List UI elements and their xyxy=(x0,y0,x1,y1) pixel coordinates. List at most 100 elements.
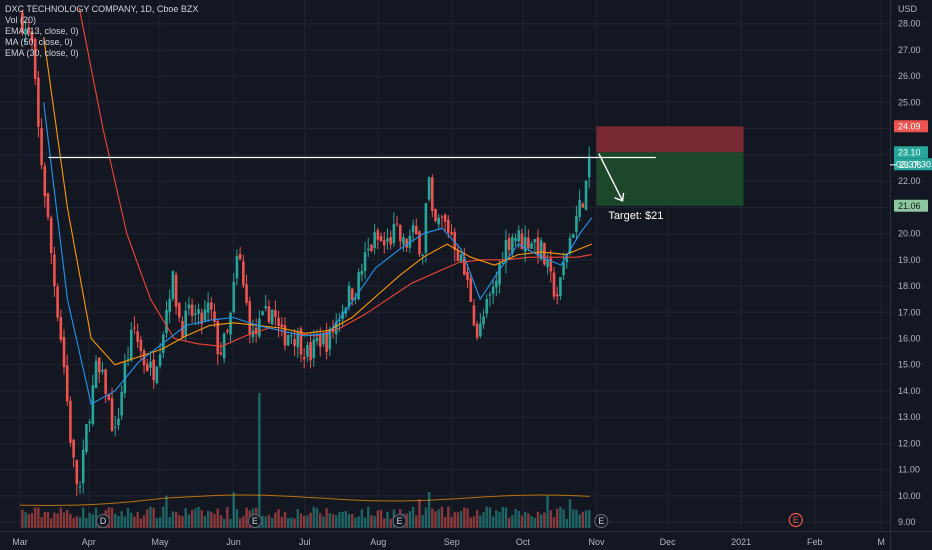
volume-bar xyxy=(568,499,572,528)
candle-body xyxy=(395,223,399,225)
symbol-title[interactable]: DXC TECHNOLOGY COMPANY, 1D, Cboe BZX xyxy=(5,4,199,14)
volume-bar xyxy=(559,506,562,528)
price-axis[interactable]: USD28.0027.0026.0025.0024.0023.0022.0021… xyxy=(890,0,932,550)
candle-body xyxy=(210,302,213,310)
candle-body xyxy=(136,331,139,342)
candle-body xyxy=(235,255,239,279)
candle-body xyxy=(453,231,457,251)
volume-bar xyxy=(194,508,197,528)
candle-body xyxy=(33,38,37,79)
candle-body xyxy=(469,278,473,302)
dividend-marker xyxy=(95,513,111,529)
volume-bar xyxy=(485,506,488,528)
candle-body xyxy=(296,332,300,348)
candle-body xyxy=(85,424,88,452)
volume-bar xyxy=(351,514,354,528)
volume-bar xyxy=(434,511,437,528)
price-tick-label: 15.00 xyxy=(898,360,921,370)
candle-body xyxy=(299,328,303,355)
time-tick-label: May xyxy=(151,537,169,547)
candle-body xyxy=(290,335,293,337)
candle-body xyxy=(302,357,306,360)
candle-body xyxy=(507,237,511,250)
candle-body xyxy=(373,232,376,248)
candle-body xyxy=(184,310,188,336)
volume-bar xyxy=(322,516,325,528)
volume-bar xyxy=(280,516,283,528)
indicator-ema30[interactable]: EMA (30, close, 0) xyxy=(5,48,79,58)
volume-bar xyxy=(277,509,280,528)
price-tick-label: 26.00 xyxy=(898,71,921,81)
candle-body xyxy=(466,271,469,280)
indicator-lines xyxy=(19,7,593,507)
candle-body xyxy=(280,324,284,327)
volume-bar xyxy=(424,507,428,528)
candle-body xyxy=(286,335,290,346)
volume-bar xyxy=(360,509,364,528)
candle-body xyxy=(59,316,63,340)
volume-bar xyxy=(165,495,168,528)
candle-body xyxy=(434,208,437,222)
volume-bar xyxy=(146,509,149,528)
volume-bar xyxy=(142,515,146,528)
price-tick-label: 20.00 xyxy=(898,229,921,239)
indicator-ma50[interactable]: MA (50, close, 0) xyxy=(5,37,73,47)
candle-body xyxy=(194,313,197,315)
candle-body xyxy=(562,262,565,276)
volume-bar xyxy=(319,513,322,528)
candle-body xyxy=(527,237,530,249)
volume-bar xyxy=(133,516,136,528)
volume-bar xyxy=(40,517,43,528)
drawings[interactable]: Target: $21 xyxy=(48,153,663,223)
volume-bar xyxy=(344,511,348,528)
candle-body xyxy=(482,316,485,325)
volume-bar xyxy=(197,506,200,528)
candle-body xyxy=(123,362,127,394)
candle-body xyxy=(437,217,441,225)
volume-bar xyxy=(110,507,114,528)
candle-body xyxy=(517,230,521,242)
volume-bar xyxy=(459,510,463,528)
volume-bar xyxy=(46,511,50,528)
time-tick-label: Jun xyxy=(226,537,241,547)
time-tick-label: Jul xyxy=(299,537,311,547)
candle-body xyxy=(514,237,517,241)
volume-bar xyxy=(376,510,380,528)
time-axis[interactable]: Mar Apr May Jun Jul Aug Sep Oct Nov Dec 2021 Feb M xyxy=(0,531,932,548)
earnings-label: E xyxy=(252,516,258,526)
volume-bar xyxy=(405,513,408,528)
time-tick-label: 2021 xyxy=(731,537,751,547)
candle-body xyxy=(328,328,332,350)
candle-body xyxy=(213,311,216,322)
earnings-label: E xyxy=(793,515,799,525)
candle-body xyxy=(88,421,91,424)
volume-bar xyxy=(235,509,239,528)
candle-body xyxy=(101,369,104,372)
volume-bar xyxy=(117,516,120,528)
candle-body xyxy=(242,261,245,286)
volume-bar xyxy=(232,492,235,528)
chart-legend: DXC TECHNOLOGY COMPANY, 1D, Cboe BZX Vol… xyxy=(5,4,198,59)
candle-body xyxy=(338,319,341,321)
candle-body xyxy=(78,486,82,488)
candle-body xyxy=(463,257,466,276)
volume-bar xyxy=(507,517,511,528)
candle-body xyxy=(81,449,85,484)
indicator-volume[interactable]: Vol (20) xyxy=(5,15,37,25)
candle-body xyxy=(575,216,578,232)
volume-bar xyxy=(162,506,165,528)
candle-body xyxy=(203,309,207,321)
countdown-bg xyxy=(894,158,932,171)
indicator-ema13[interactable]: EMA (13, close, 0) xyxy=(5,26,79,36)
candle-body xyxy=(552,272,556,297)
volume-bar xyxy=(562,509,565,528)
volume-bar xyxy=(158,517,162,528)
volume-bar xyxy=(527,513,530,528)
crosshair-price-label: 23.06 xyxy=(899,160,922,170)
candle-body xyxy=(261,311,264,316)
candle-body xyxy=(584,180,588,210)
candle-body xyxy=(402,237,405,245)
candle-body xyxy=(318,334,322,347)
